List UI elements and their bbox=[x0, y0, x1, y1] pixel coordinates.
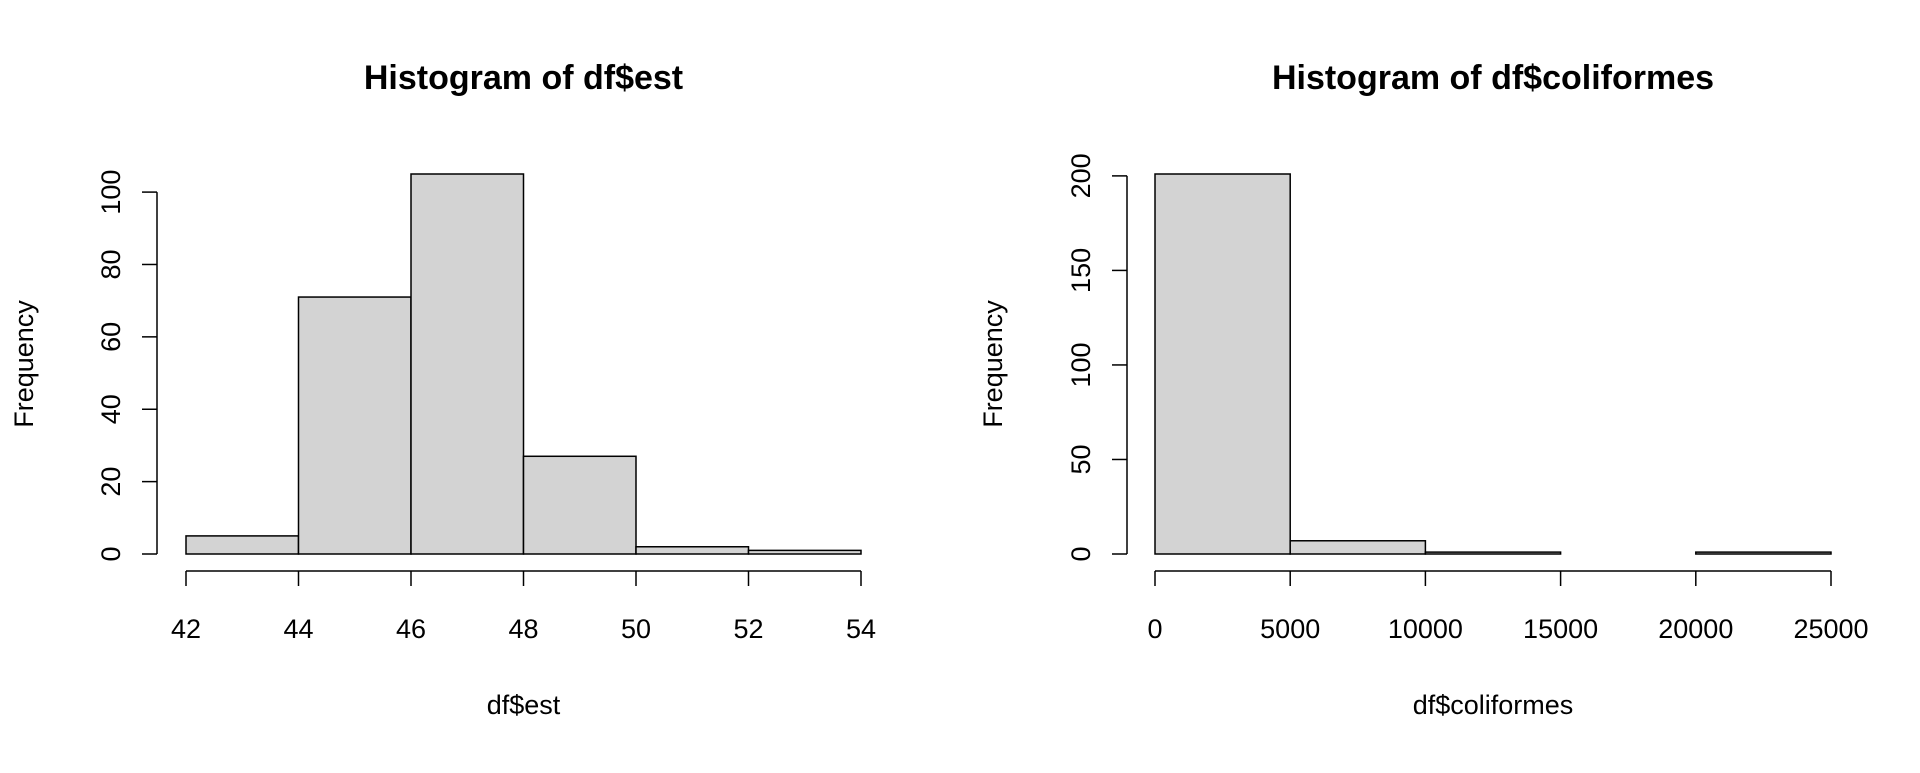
histogram-bar bbox=[1154, 173, 1291, 555]
y-tick-label: 0 bbox=[1066, 546, 1096, 561]
y-tick-label: 0 bbox=[96, 546, 126, 561]
y-tick-label: 150 bbox=[1066, 248, 1096, 293]
x-tick-label: 50 bbox=[621, 614, 651, 644]
histogram-bar bbox=[1695, 551, 1832, 555]
x-tick-label: 10000 bbox=[1388, 614, 1463, 644]
x-tick-label: 15000 bbox=[1523, 614, 1598, 644]
x-tick-label: 20000 bbox=[1658, 614, 1733, 644]
histogram-bar bbox=[747, 549, 862, 555]
x-tick-label: 52 bbox=[733, 614, 763, 644]
y-axis-label: Frequency bbox=[9, 300, 39, 428]
x-tick-label: 54 bbox=[846, 614, 876, 644]
x-tick-label: 44 bbox=[283, 614, 313, 644]
x-tick-label: 25000 bbox=[1793, 614, 1868, 644]
histogram-bar bbox=[635, 546, 750, 555]
y-tick-label: 200 bbox=[1066, 153, 1096, 198]
x-tick-label: 0 bbox=[1147, 614, 1162, 644]
x-tick-label: 46 bbox=[396, 614, 426, 644]
y-tick-label: 80 bbox=[96, 249, 126, 279]
histogram-bar bbox=[1289, 540, 1427, 555]
x-tick-label: 5000 bbox=[1260, 614, 1320, 644]
y-tick-label: 20 bbox=[96, 467, 126, 497]
histogram-bar bbox=[297, 296, 412, 555]
x-tick-label: 42 bbox=[171, 614, 201, 644]
chart-title: Histogram of df$est bbox=[364, 59, 683, 97]
histogram-bar bbox=[1424, 551, 1562, 555]
x-tick-label: 48 bbox=[508, 614, 538, 644]
y-tick-label: 100 bbox=[96, 170, 126, 215]
y-tick-label: 40 bbox=[96, 394, 126, 424]
y-tick-label: 60 bbox=[96, 322, 126, 352]
y-tick-label: 100 bbox=[1066, 342, 1096, 387]
x-axis-label: df$est bbox=[487, 690, 561, 720]
y-tick-label: 50 bbox=[1066, 444, 1096, 474]
chart-title: Histogram of df$coliformes bbox=[1272, 59, 1714, 97]
y-axis-label: Frequency bbox=[978, 300, 1008, 428]
histogram-bar bbox=[410, 173, 525, 555]
histogram-bar bbox=[185, 535, 300, 555]
histogram-bar bbox=[522, 455, 637, 555]
x-axis-label: df$coliformes bbox=[1413, 690, 1574, 720]
